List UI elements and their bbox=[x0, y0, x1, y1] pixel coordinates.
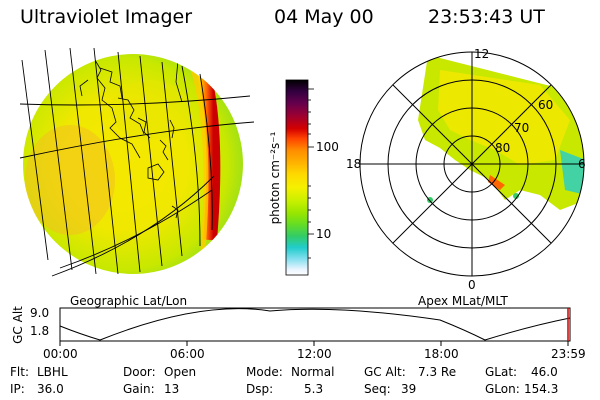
mlt-label-0: 0 bbox=[468, 278, 476, 292]
flt-value: LBHL bbox=[37, 365, 68, 379]
gc-alt-value: 7.3 Re bbox=[418, 365, 457, 379]
glat-key: GLat: bbox=[485, 365, 518, 379]
mlt-label-6: 6 bbox=[578, 157, 586, 171]
colorbar-unit-label: photon cm⁻²s⁻¹ bbox=[268, 131, 282, 225]
apex-caption: Apex MLat/MLT bbox=[418, 294, 508, 308]
date-label: 04 May 00 bbox=[274, 6, 374, 28]
xtick-0000: 00:00 bbox=[43, 347, 78, 361]
mode-value: Normal bbox=[291, 365, 335, 379]
glon-value: 154.3 bbox=[524, 382, 559, 396]
colorbar-tick-100: 100 bbox=[316, 140, 339, 154]
ytick-1-8: 1.8 bbox=[30, 324, 50, 338]
dsp-key: Dsp: bbox=[246, 382, 274, 396]
time-label: 23:53:43 UT bbox=[428, 6, 545, 28]
coastline-map bbox=[79, 59, 183, 219]
ip-value: 36.0 bbox=[37, 382, 64, 396]
seq-key: Seq: bbox=[364, 382, 391, 396]
ytick-9: 9.0 bbox=[30, 306, 50, 320]
colorbar bbox=[285, 79, 314, 276]
colorbar-tick-10: 10 bbox=[316, 227, 332, 241]
glon-key: GLon: bbox=[485, 382, 520, 396]
mlat-label-80: 80 bbox=[495, 141, 511, 155]
mlt-label-18: 18 bbox=[346, 157, 362, 171]
xtick-2359: 23:59 bbox=[551, 347, 586, 361]
gc-alt-ylabel: GC Alt bbox=[11, 306, 25, 344]
colorbar-ticks bbox=[308, 88, 314, 259]
door-value: Open bbox=[164, 365, 197, 379]
xtick-1800: 18:00 bbox=[424, 347, 459, 361]
time-axis-ticks bbox=[59, 341, 569, 346]
polar-plot bbox=[359, 51, 585, 277]
xtick-1200: 12:00 bbox=[297, 347, 332, 361]
earth-image bbox=[19, 47, 255, 277]
flt-key: Flt: bbox=[10, 365, 29, 379]
instrument-title: Ultraviolet Imager bbox=[20, 6, 193, 28]
gain-key: Gain: bbox=[123, 382, 155, 396]
mlat-label-70: 70 bbox=[514, 121, 530, 135]
xtick-0600: 06:00 bbox=[170, 347, 205, 361]
gc-alt-key: GC Alt: bbox=[364, 365, 406, 379]
mode-key: Mode: bbox=[246, 365, 283, 379]
mlat-label-60: 60 bbox=[538, 98, 554, 112]
ip-key: IP: bbox=[10, 382, 25, 396]
gain-value: 13 bbox=[164, 382, 180, 396]
mlt-label-12: 12 bbox=[474, 47, 490, 61]
altitude-plot bbox=[59, 307, 571, 346]
seq-value: 39 bbox=[401, 382, 417, 396]
altitude-curve bbox=[59, 308, 571, 341]
door-key: Door: bbox=[123, 365, 156, 379]
dsp-value: 5.3 bbox=[304, 382, 324, 396]
geographic-caption: Geographic Lat/Lon bbox=[70, 294, 188, 308]
glat-value: 46.0 bbox=[531, 365, 558, 379]
